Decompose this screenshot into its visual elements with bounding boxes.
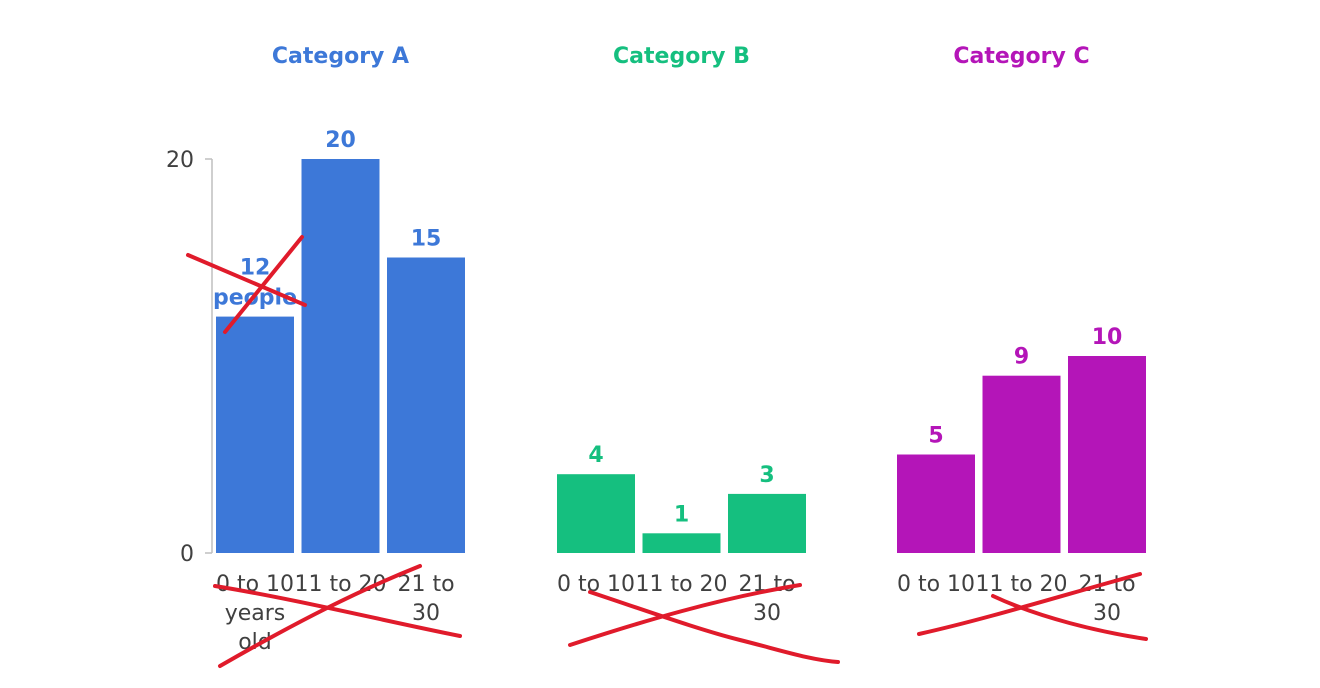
bar [301,159,380,553]
category-label: 0 to 10 [897,572,975,597]
bar [897,454,975,553]
chart-panel-3: Category C 5 0 to 10 9 11 to 20 10 21 to 30 [897,44,1146,626]
category-label: 11 to 20 [635,572,727,597]
data-label: 9 [1014,345,1029,370]
category-label: 21 to 30 [397,572,454,626]
data-label: 12 people [213,256,297,311]
strike-mark-7 [991,594,1148,641]
data-label: 3 [759,463,774,488]
strike-mark-8 [917,572,1142,636]
data-label: 1 [674,502,689,527]
bar [728,493,806,553]
bar [1068,356,1146,553]
y-tick-label: 0 [180,542,194,567]
y-tick-label: 20 [166,148,194,173]
bar [216,316,294,553]
panel-title: Category B [613,44,750,69]
panel-title: Category C [953,44,1089,69]
category-label: 11 to 20 [975,572,1067,597]
data-label: 10 [1092,325,1123,350]
bar [557,474,635,553]
chart-panel-1: Category A 0 20 12 people 0 to 10 years old 20 11… [166,44,465,655]
bar [642,533,721,553]
strike-mark-6 [568,583,802,647]
strike-mark-2 [223,235,304,334]
bar [982,375,1061,553]
strike-mark-5 [588,590,840,664]
strike-mark-1 [186,253,307,307]
data-label: 4 [588,443,603,468]
data-label: 5 [928,424,943,449]
strike-mark-3 [213,584,462,638]
category-label: 21 to 30 [738,572,795,626]
panel-title: Category A [272,44,409,69]
data-label: 20 [325,128,356,153]
category-label: 0 to 10 years old [216,572,294,655]
category-label: 21 to 30 [1078,572,1135,626]
data-label: 15 [411,227,442,252]
bar [387,257,465,553]
category-label: 11 to 20 [294,572,386,597]
strike-mark-4 [218,564,422,668]
